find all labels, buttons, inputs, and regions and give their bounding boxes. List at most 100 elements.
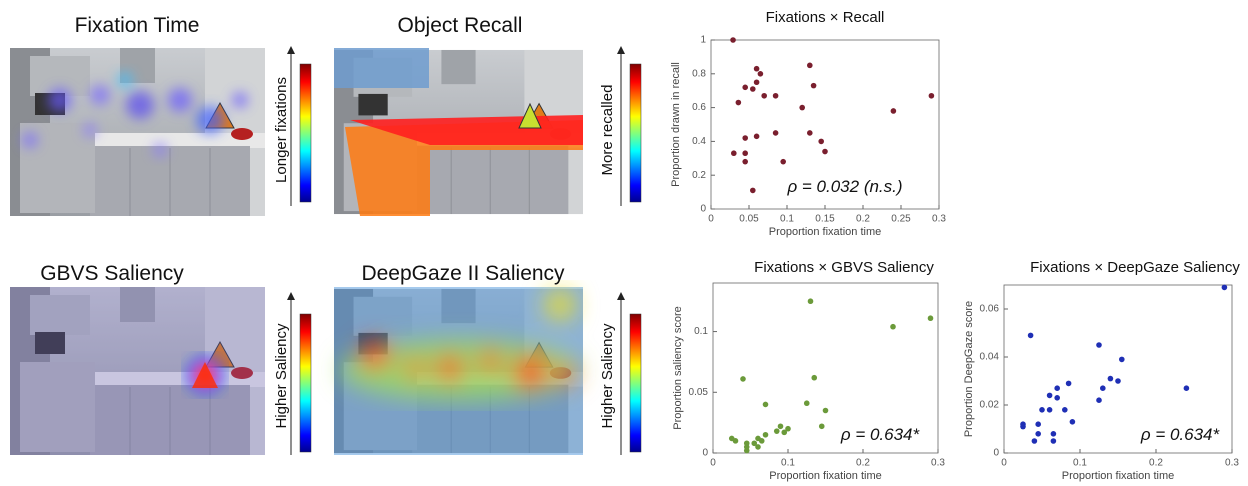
scatter-point	[742, 150, 748, 156]
scatter-point	[754, 134, 760, 140]
scatter-point	[744, 448, 750, 454]
x-tick-label: 0.05	[739, 214, 759, 225]
x-tick-label: 0.2	[856, 458, 870, 469]
scatter-point	[1051, 431, 1057, 437]
scatter-point	[890, 324, 896, 330]
colorbar-label: Higher Saliency	[599, 323, 616, 429]
x-axis-label: Proportion fixation time	[769, 226, 882, 238]
colorbar: Longer fixations	[273, 46, 311, 206]
scatter-point	[774, 428, 780, 434]
x-tick-label: 0.1	[781, 458, 795, 469]
scatter-point	[807, 63, 813, 69]
y-tick-label: 1	[700, 35, 706, 46]
scatter-point	[773, 130, 779, 136]
chart-title: Fixations × DeepGaze Saliency	[1030, 259, 1240, 276]
scatter-point	[808, 298, 814, 304]
scatter-point	[1184, 385, 1190, 391]
x-tick-label: 0.15	[815, 214, 835, 225]
y-tick-label: 0.06	[980, 304, 1000, 315]
scatter-point	[1051, 438, 1057, 444]
x-tick-label: 0.2	[1149, 458, 1163, 469]
chart-title: Fixations × Recall	[766, 9, 885, 26]
y-tick-label: 0.1	[694, 326, 708, 337]
x-tick-label: 0.3	[1225, 458, 1239, 469]
scatter-point	[804, 400, 810, 406]
x-tick-label: 0.3	[931, 458, 945, 469]
x-tick-label: 0.3	[932, 214, 946, 225]
scatter-point	[1028, 333, 1034, 339]
x-tick-label: 0.1	[780, 214, 794, 225]
y-tick-label: 0	[702, 448, 708, 459]
y-tick-label: 0.4	[692, 136, 706, 147]
scatter-point	[730, 37, 736, 43]
colorbar-label: Higher Saliency	[273, 323, 290, 429]
x-tick-label: 0	[1001, 458, 1007, 469]
y-axis-label: Proportion drawn in recall	[670, 62, 682, 187]
scatter-point	[733, 438, 739, 444]
annotation: ρ = 0.634*	[1140, 425, 1221, 444]
scatter-point	[755, 444, 761, 450]
scatter-point	[761, 93, 767, 99]
x-axis-label: Proportion fixation time	[1062, 470, 1175, 482]
y-tick-label: 0.6	[692, 102, 706, 113]
scatter-point	[891, 108, 897, 114]
scatter-point	[1100, 385, 1106, 391]
scatter-point	[778, 423, 784, 429]
x-tick-label: 0.25	[891, 214, 911, 225]
scatter-point	[754, 79, 760, 85]
scatter-point	[819, 423, 825, 429]
scatter-point	[759, 438, 765, 444]
y-tick-label: 0.8	[692, 68, 706, 79]
scatter-point	[1039, 407, 1045, 413]
scatter-point	[754, 66, 760, 72]
scatter-point	[1047, 393, 1053, 399]
figure: Fixation Time Object Recall GBVS Salienc…	[0, 0, 1248, 486]
x-tick-label: 0	[710, 458, 716, 469]
panel-title: Fixation Time	[75, 14, 200, 37]
scatter-point	[1035, 421, 1041, 427]
y-tick-label: 0	[993, 448, 999, 459]
colorbar: Higher Saliency	[599, 292, 641, 455]
scatter-point	[742, 85, 748, 91]
scatter-point	[1035, 431, 1041, 437]
scatter-point	[929, 93, 935, 99]
y-axis-label: Proportion saliency score	[672, 306, 684, 430]
scatter-point	[1096, 342, 1102, 348]
scatter-point	[780, 159, 786, 165]
colorbar-label: Longer fixations	[273, 77, 290, 183]
scatter-point	[1108, 376, 1114, 382]
scatter-point	[763, 432, 769, 438]
scatter-point	[763, 402, 769, 408]
scatter-point	[736, 100, 742, 106]
scatter-point	[1054, 385, 1060, 391]
panel-title: GBVS Saliency	[40, 262, 184, 285]
scatter-point	[811, 83, 817, 89]
scatter-point	[1047, 407, 1053, 413]
scatter-point	[818, 139, 824, 145]
scatter-point	[773, 93, 779, 99]
scatter-point	[1054, 395, 1060, 401]
annotation: ρ = 0.634*	[840, 425, 921, 444]
y-tick-label: 0	[700, 204, 706, 215]
panel-title: Object Recall	[398, 14, 523, 37]
x-tick-label: 0	[708, 214, 714, 225]
x-tick-label: 0.1	[1073, 458, 1087, 469]
scatter-point	[822, 149, 828, 155]
scatter-point	[1096, 397, 1102, 403]
panel-title: DeepGaze II Saliency	[361, 262, 565, 285]
scatter-point	[1062, 407, 1068, 413]
scatter-point	[740, 376, 746, 382]
scatter-point	[799, 105, 805, 111]
x-axis-label: Proportion fixation time	[769, 470, 882, 482]
colorbar: Higher Saliency	[273, 292, 311, 455]
y-tick-label: 0.04	[980, 352, 1000, 363]
x-tick-label: 0.2	[856, 214, 870, 225]
scatter-point	[750, 86, 756, 92]
colorbar-label: More recalled	[599, 85, 616, 176]
scatter-point	[781, 430, 787, 436]
scatter-point	[928, 315, 934, 321]
y-tick-label: 0.05	[689, 387, 709, 398]
scatter-point	[1115, 378, 1121, 384]
scatter-point	[1020, 424, 1026, 430]
scatter-point	[750, 188, 756, 194]
